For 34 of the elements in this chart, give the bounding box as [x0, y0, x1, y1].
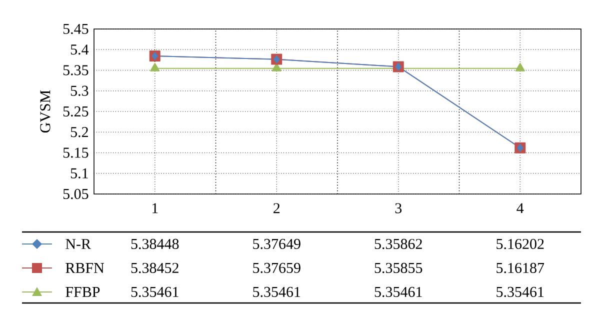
data-label: 5.35855 — [374, 262, 422, 274]
y-tick-label: 5.35 — [63, 65, 88, 76]
y-tick-label: 5.2 — [70, 127, 88, 138]
data-label: 5.16187 — [496, 262, 544, 274]
data-label: 5.35461 — [496, 286, 544, 298]
y-tick-label: 5.3 — [70, 86, 88, 96]
point — [274, 55, 280, 64]
point — [516, 144, 524, 152]
y-tick-label: 5.15 — [63, 148, 88, 158]
legend-label: N-R — [66, 239, 92, 249]
point — [152, 52, 158, 60]
x-tick-label: 4 — [516, 203, 524, 214]
legend-label: FFBP — [66, 287, 100, 297]
point — [515, 62, 525, 72]
data-label: 5.35461 — [131, 286, 178, 298]
data-label: 5.35862 — [374, 238, 422, 250]
data-label: 5.37649 — [253, 238, 300, 250]
point — [150, 62, 160, 72]
data-label: 5.38448 — [131, 238, 179, 250]
data-label: 5.35461 — [374, 286, 422, 298]
y-tick-label: 5.1 — [70, 168, 88, 178]
data-label: 5.37659 — [253, 262, 300, 274]
y-tick-label: 5.45 — [63, 24, 88, 34]
y-tick-label: 5.4 — [70, 44, 89, 55]
data-label: 5.16202 — [496, 238, 544, 250]
legend-label: RBFN — [66, 263, 104, 273]
data-label: 5.38452 — [131, 262, 178, 274]
y-tick-label: 5.05 — [63, 188, 88, 200]
data-label: 5.35461 — [253, 286, 300, 298]
x-tick-label: 1 — [152, 203, 158, 214]
y-axis-title: GVSM — [40, 90, 50, 133]
x-tick-label: 2 — [274, 203, 280, 214]
y-tick-label: 5.25 — [63, 106, 88, 117]
x-tick-label: 3 — [395, 203, 402, 214]
